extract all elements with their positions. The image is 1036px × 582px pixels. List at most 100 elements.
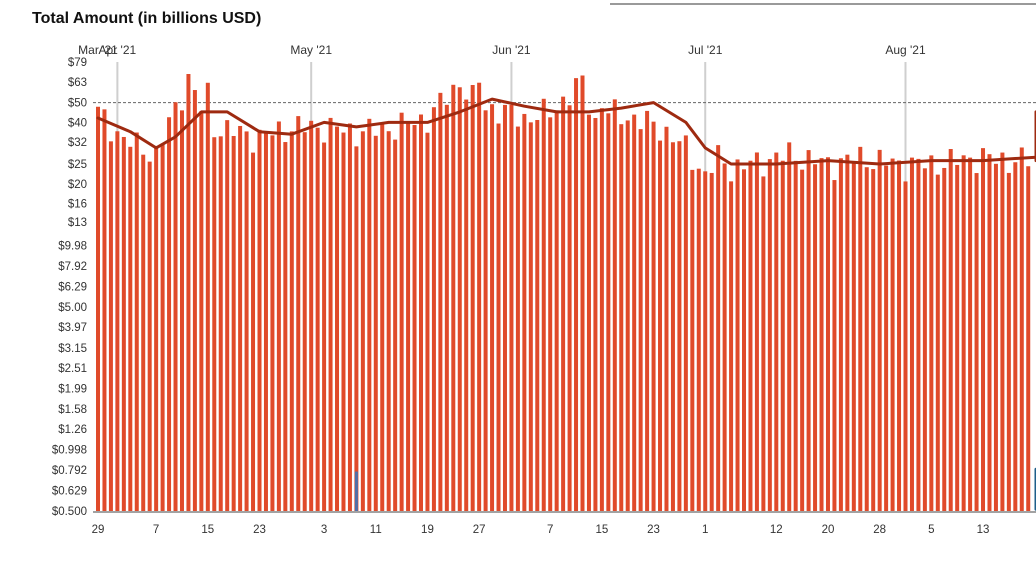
bars-layer: [96, 74, 1031, 512]
daily-bar: [735, 159, 740, 511]
daily-bar: [477, 82, 482, 512]
y-tick-label: $7.92: [58, 261, 87, 273]
daily-bar: [987, 154, 992, 511]
daily-bar: [251, 152, 256, 511]
daily-bar: [871, 169, 876, 511]
daily-bar: [586, 114, 591, 512]
daily-bar: [399, 112, 404, 511]
moving-average-line: [96, 97, 1036, 166]
daily-bar: [515, 126, 520, 511]
y-tick-label: $1.26: [58, 424, 87, 436]
daily-bar: [108, 141, 113, 511]
daily-bar: [548, 117, 553, 511]
daily-bar: [935, 174, 940, 511]
daily-bar: [244, 131, 249, 512]
y-tick-label: $2.51: [58, 363, 87, 375]
daily-bar: [225, 120, 230, 511]
daily-bar: [1019, 147, 1024, 512]
daily-bar: [496, 123, 501, 511]
day-tick-label: 12: [770, 524, 783, 536]
daily-bar: [909, 157, 914, 512]
daily-bar: [961, 155, 966, 511]
daily-bar: [664, 126, 669, 511]
daily-bar: [502, 104, 507, 511]
daily-bar: [444, 104, 449, 511]
daily-bar: [742, 169, 746, 511]
daily-bar: [347, 123, 352, 511]
daily-bar: [373, 135, 378, 512]
daily-bar: [754, 152, 759, 511]
daily-bar: [238, 125, 243, 511]
daily-bar: [767, 159, 772, 511]
daily-bar: [677, 141, 682, 511]
day-tick-label: 29: [92, 524, 105, 536]
daily-bar: [612, 99, 617, 511]
daily-bar: [1000, 152, 1005, 511]
y-tick-label: $13: [68, 217, 87, 229]
month-label: Jul '21: [688, 43, 723, 57]
y-tick-label: $1.99: [58, 383, 87, 395]
daily-bar: [322, 142, 327, 511]
daily-bar: [263, 131, 268, 512]
month-label: Aug '21: [885, 43, 926, 57]
daily-bar: [929, 155, 934, 511]
daily-bar: [231, 135, 236, 512]
day-tick-label: 5: [928, 524, 934, 536]
daily-bar: [438, 92, 443, 511]
day-tick-label: 13: [977, 524, 990, 536]
daily-bar: [748, 160, 753, 511]
daily-bar: [903, 181, 908, 511]
daily-bar: [335, 126, 340, 511]
daily-bar: [574, 78, 579, 511]
blue-bar: [354, 471, 358, 511]
daily-bar: [393, 139, 398, 511]
daily-bar: [1013, 162, 1018, 511]
daily-bar: [632, 114, 637, 511]
daily-bar: [877, 149, 882, 511]
daily-bar: [490, 104, 495, 512]
daily-bar: [464, 99, 469, 511]
day-tick-labels: 2971523311192771523112202851323319172751…: [92, 524, 990, 536]
daily-bar: [199, 111, 204, 511]
daily-bar: [96, 106, 100, 511]
daily-bar: [309, 120, 314, 511]
daily-bar: [425, 132, 430, 511]
top-divider-line: [610, 3, 1036, 5]
daily-bar: [302, 132, 307, 511]
daily-bar: [838, 158, 843, 511]
daily-bar: [289, 131, 294, 511]
daily-bar: [716, 145, 721, 511]
daily-bar: [658, 140, 663, 511]
daily-bar: [729, 181, 734, 511]
daily-bar: [722, 163, 727, 512]
day-tick-label: 23: [253, 524, 266, 536]
daily-bar: [554, 110, 559, 512]
y-tick-label: $79: [68, 57, 87, 69]
chart-title: Total Amount (in billions USD): [32, 10, 262, 27]
daily-bar: [942, 167, 947, 511]
day-tick-label: 1: [702, 524, 708, 536]
daily-bar: [761, 176, 766, 511]
y-tick-label: $0.500: [52, 506, 87, 518]
daily-bar: [845, 154, 850, 512]
daily-bar: [115, 131, 120, 511]
y-tick-label: $3.97: [58, 322, 87, 334]
daily-bar: [296, 116, 301, 512]
y-tick-label: $0.998: [52, 445, 87, 457]
daily-bar: [1006, 172, 1011, 511]
daily-bar: [780, 160, 785, 512]
daily-bar: [825, 157, 830, 511]
y-tick-label: $5.00: [58, 302, 87, 314]
daily-bar: [541, 98, 546, 511]
y-tick-label: $3.15: [58, 343, 87, 355]
daily-bar: [645, 110, 650, 511]
y-tick-label: $63: [68, 77, 87, 89]
y-tick-label: $40: [68, 117, 87, 129]
daily-bar: [709, 172, 714, 511]
daily-bar: [858, 146, 863, 512]
y-tick-label: $9.98: [58, 240, 87, 252]
daily-bar: [160, 143, 165, 512]
daily-bar: [683, 135, 688, 511]
daily-bar: [179, 110, 184, 511]
